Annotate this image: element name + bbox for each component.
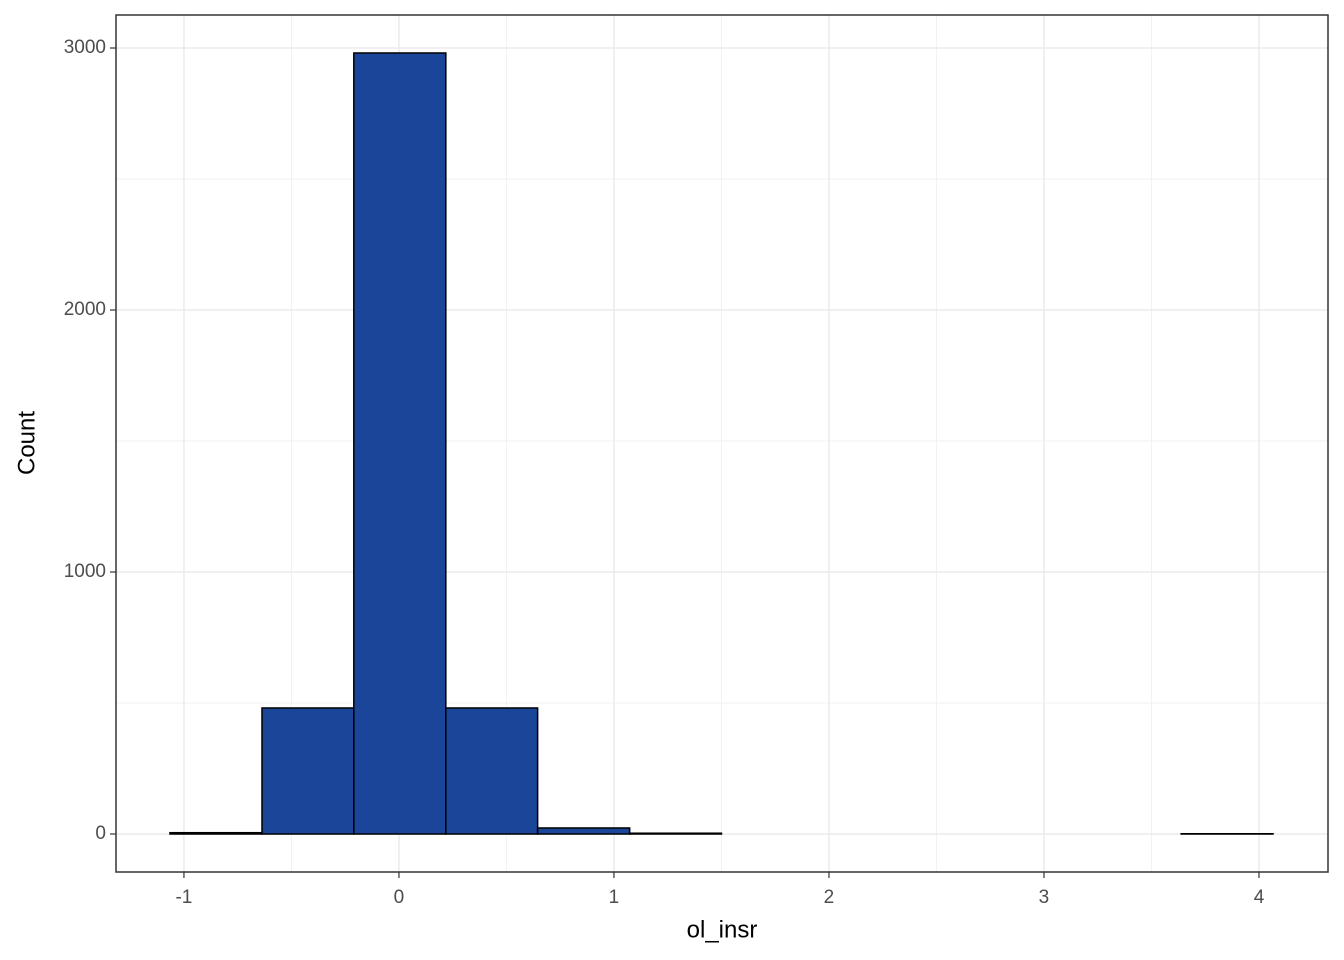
bar	[261, 707, 355, 835]
panel-border	[115, 14, 1329, 873]
y-tick-label: 1000	[64, 561, 106, 582]
y-axis-title: Count	[13, 411, 40, 475]
bar	[536, 827, 631, 835]
y-tick-label: 0	[95, 823, 106, 844]
x-tick-label: 1	[609, 887, 620, 908]
x-tick-label: -1	[175, 887, 192, 908]
bar	[628, 832, 723, 835]
x-axis-title: ol_insr	[687, 916, 758, 943]
x-tick-label: 3	[1039, 887, 1050, 908]
x-tick-label: 4	[1254, 887, 1265, 908]
x-tick-label: 0	[394, 887, 405, 908]
bar	[353, 52, 447, 835]
x-tick-label: 2	[824, 887, 835, 908]
y-tick-label: 2000	[64, 299, 106, 320]
bar	[445, 707, 539, 835]
y-tick-label: 3000	[64, 37, 106, 58]
bar	[169, 831, 263, 835]
